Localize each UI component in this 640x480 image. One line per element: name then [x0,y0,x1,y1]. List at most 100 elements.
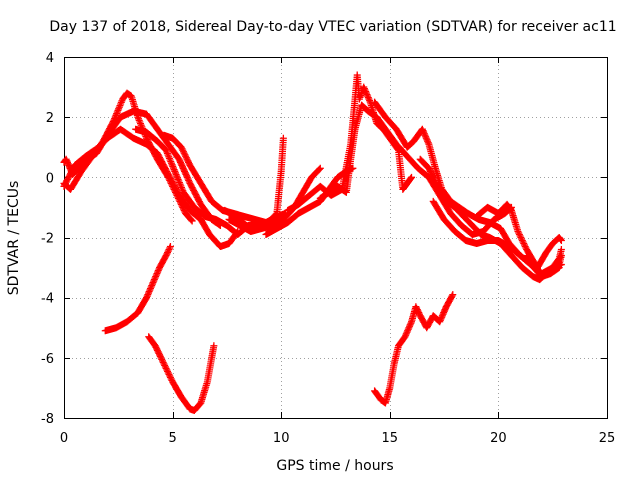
data-point [420,130,428,138]
data-point [113,108,121,116]
data-point [114,106,122,114]
data-point [402,330,410,338]
x-tick-label: 25 [599,431,616,446]
data-point [419,127,427,135]
data-point [187,216,195,224]
data-point [404,325,412,333]
data-point [157,354,165,362]
data-point [164,247,172,255]
data-point [520,241,528,249]
data-point [136,118,144,126]
data-point [413,306,421,314]
y-tick-label: 4 [46,51,54,66]
data-point [407,174,415,182]
data-point [432,179,440,187]
data-point [153,270,161,278]
y-tick-label: 0 [46,171,54,186]
data-point [179,163,187,171]
data-point [424,139,432,147]
data-point [165,154,173,162]
data-point [176,157,184,165]
y-tick-label: -8 [41,412,54,427]
data-point [177,160,185,168]
data-point [428,170,436,178]
data-point [153,346,161,354]
data-point [176,180,184,188]
data-point [175,155,183,163]
data-point [144,291,152,299]
data-point [438,312,446,320]
x-axis-label: GPS time / hours [276,458,393,474]
data-point [172,171,180,179]
series-track-p [101,243,174,335]
data-point [167,159,175,167]
data-point [164,249,172,257]
chart-title: Day 137 of 2018, Sidereal Day-to-day VTE… [49,19,616,35]
data-point [166,244,174,252]
data-point [210,342,218,350]
grid [64,57,607,418]
data-point [152,343,160,351]
y-tick-label: -4 [41,292,54,307]
data-point [183,172,191,180]
y-tick-label: -6 [41,352,54,367]
data-point [112,111,120,119]
data-point [429,172,437,180]
series-track-r [371,291,457,407]
data-point [135,115,143,123]
data-point [178,145,186,153]
data-point [181,169,189,177]
x-tick-label: 10 [273,431,290,446]
data-point [182,154,190,162]
data-point [169,164,177,172]
data-point [183,173,191,181]
data-point [158,357,166,365]
data-point [166,156,174,164]
data-point [402,331,410,339]
data-point [431,178,439,186]
data-point [65,161,73,169]
data-point [144,289,152,297]
data-points [60,71,565,414]
data-point [161,363,169,371]
data-point [147,283,155,291]
data-point [430,175,438,183]
data-point [521,243,529,251]
data-point [362,88,370,96]
data-point [167,375,175,383]
data-point [406,322,414,330]
series-track-o [523,234,565,272]
data-point [116,102,124,110]
data-point [436,318,444,326]
data-point [148,282,156,290]
data-point [557,237,565,245]
data-point [161,361,169,369]
data-point [117,100,125,108]
data-point [152,273,160,281]
data-point [179,146,187,154]
data-point [439,310,447,318]
data-point [414,307,422,315]
data-point [401,333,409,341]
data-point [166,373,174,381]
data-point [366,97,374,105]
data-point [519,238,527,246]
data-point [364,94,372,102]
data-point [425,164,433,172]
data-point [405,324,413,332]
x-tick-label: 20 [490,431,507,446]
data-point [429,173,437,181]
data-point [404,327,412,335]
series-track-q [145,333,218,414]
data-point [137,120,145,128]
data-point [516,232,524,240]
data-point [182,170,190,178]
data-point [148,280,156,288]
data-point [436,316,444,324]
data-point [181,167,189,175]
data-point [177,143,185,151]
y-tick-label: 2 [46,111,54,126]
data-point [176,158,184,166]
data-point [427,169,435,177]
data-point [145,288,153,296]
